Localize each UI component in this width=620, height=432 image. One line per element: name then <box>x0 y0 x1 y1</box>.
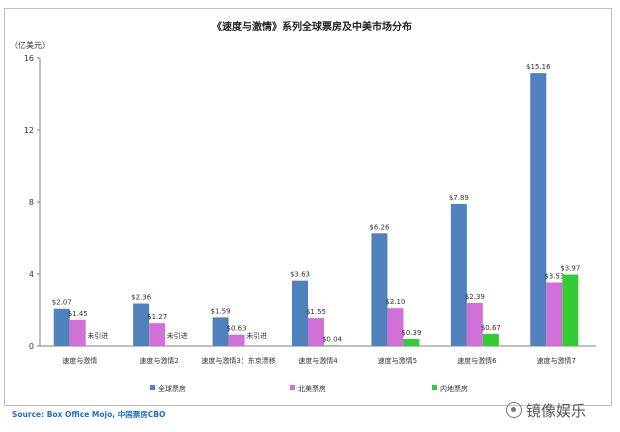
data-label: $2.39 <box>465 293 485 301</box>
bar-全球票房-1 <box>53 308 70 346</box>
data-label: $6.26 <box>369 223 390 231</box>
legend-swatch <box>432 385 437 390</box>
data-label: $1.27 <box>147 313 167 321</box>
data-label: $0.63 <box>227 325 247 333</box>
data-label: $1.59 <box>211 307 231 315</box>
data-label: $1.45 <box>68 310 88 318</box>
data-label: $15.16 <box>526 63 551 71</box>
data-label: $7.89 <box>449 194 469 202</box>
y-axis-label: （亿美元） <box>10 40 50 50</box>
bar-全球票房-4 <box>292 280 308 346</box>
legend-swatch <box>290 385 295 390</box>
x-tick-label: 速度与激情5 <box>378 356 417 365</box>
data-label-not-released: 未引进 <box>87 331 108 340</box>
data-label: $3.53 <box>544 272 564 280</box>
bar-北美票房-2 <box>149 323 166 346</box>
data-label: $2.10 <box>385 298 405 306</box>
data-label: $0.39 <box>401 329 421 337</box>
chart-title: 《速度与激情》系列全球票房及中美市场分布 <box>212 20 412 33</box>
y-tick-label: 4 <box>29 270 34 279</box>
source-note: Source: Box Office Mojo, 中国票房CBO <box>12 409 165 419</box>
data-label: $3.63 <box>290 271 310 279</box>
x-tick-label: 速度与激情6 <box>457 356 497 365</box>
bar-内地票房-5 <box>403 338 420 346</box>
bar-北美票房-5 <box>387 308 404 346</box>
legend-label: 全球票房 <box>158 384 186 393</box>
watermark-text: 镜像娱乐 <box>526 402 587 420</box>
y-tick-label: 16 <box>24 54 34 63</box>
bar-北美票房-3 <box>228 334 245 346</box>
bar-全球票房-5 <box>371 233 388 346</box>
data-label-not-released: 未引进 <box>167 331 188 340</box>
data-label-not-released: 未引进 <box>246 331 267 340</box>
y-tick-label: 0 <box>29 342 34 351</box>
bar-北美票房-6 <box>466 302 483 346</box>
bar-全球票房-6 <box>450 203 467 346</box>
y-tick-label: 12 <box>24 126 34 135</box>
legend-label: 内地票房 <box>440 384 468 393</box>
bar-全球票房-2 <box>133 303 150 346</box>
data-label: $1.55 <box>306 308 326 316</box>
data-label: $0.67 <box>481 324 501 332</box>
data-label: $2.36 <box>131 294 152 302</box>
bar-北美票房-7 <box>546 282 563 346</box>
x-tick-label: 速度与激情7 <box>537 356 576 365</box>
data-label: $3.97 <box>560 265 580 273</box>
bar-北美票房-4 <box>308 318 324 346</box>
legend-label: 北美票房 <box>298 384 326 393</box>
data-label: $2.07 <box>52 299 72 307</box>
bar-北美票房-1 <box>69 319 86 346</box>
x-tick-label: 速度与激情4 <box>298 356 338 365</box>
x-tick-label: 速度与激情2 <box>139 356 178 365</box>
bar-全球票房-7 <box>530 73 547 347</box>
x-tick-label: 速度与激情3：东京漂移 <box>201 356 275 365</box>
bar-内地票房-6 <box>482 333 499 346</box>
bar-内地票房-7 <box>562 274 579 346</box>
legend-swatch <box>150 385 155 390</box>
watermark-icon <box>506 402 522 418</box>
y-tick-label: 8 <box>29 198 34 207</box>
x-tick-label: 速度与激情 <box>62 356 97 365</box>
bar-内地票房-4 <box>324 345 340 346</box>
bar-全球票房-3 <box>212 317 229 346</box>
data-label: $0.04 <box>322 335 343 343</box>
